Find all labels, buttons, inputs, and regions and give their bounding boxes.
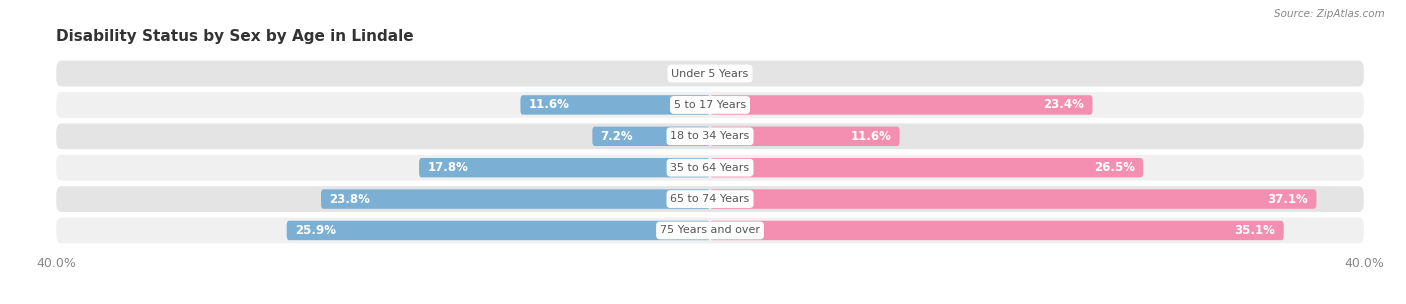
FancyBboxPatch shape	[56, 92, 1364, 118]
FancyBboxPatch shape	[710, 158, 1143, 178]
Text: 26.5%: 26.5%	[1094, 161, 1135, 174]
FancyBboxPatch shape	[419, 158, 710, 178]
Text: 23.4%: 23.4%	[1043, 98, 1084, 112]
FancyBboxPatch shape	[592, 126, 710, 146]
Text: 0.0%: 0.0%	[717, 67, 747, 80]
FancyBboxPatch shape	[56, 123, 1364, 149]
Text: 11.6%: 11.6%	[851, 130, 891, 143]
Text: 35 to 64 Years: 35 to 64 Years	[671, 163, 749, 173]
FancyBboxPatch shape	[321, 189, 710, 209]
Text: Under 5 Years: Under 5 Years	[672, 68, 748, 78]
FancyBboxPatch shape	[56, 218, 1364, 243]
Text: 17.8%: 17.8%	[427, 161, 468, 174]
Text: Disability Status by Sex by Age in Lindale: Disability Status by Sex by Age in Linda…	[56, 29, 413, 44]
Text: 23.8%: 23.8%	[329, 192, 370, 206]
Text: 7.2%: 7.2%	[600, 130, 633, 143]
FancyBboxPatch shape	[287, 221, 710, 240]
FancyBboxPatch shape	[520, 95, 710, 115]
Text: 65 to 74 Years: 65 to 74 Years	[671, 194, 749, 204]
FancyBboxPatch shape	[710, 126, 900, 146]
FancyBboxPatch shape	[56, 61, 1364, 86]
Legend: Male, Female: Male, Female	[640, 302, 780, 304]
Text: 5 to 17 Years: 5 to 17 Years	[673, 100, 747, 110]
FancyBboxPatch shape	[710, 221, 1284, 240]
Text: 25.9%: 25.9%	[295, 224, 336, 237]
FancyBboxPatch shape	[56, 155, 1364, 181]
FancyBboxPatch shape	[710, 189, 1316, 209]
FancyBboxPatch shape	[56, 186, 1364, 212]
Text: 75 Years and over: 75 Years and over	[659, 226, 761, 236]
Text: 35.1%: 35.1%	[1234, 224, 1275, 237]
Text: Source: ZipAtlas.com: Source: ZipAtlas.com	[1274, 9, 1385, 19]
Text: 0.0%: 0.0%	[673, 67, 703, 80]
Text: 18 to 34 Years: 18 to 34 Years	[671, 131, 749, 141]
Text: 11.6%: 11.6%	[529, 98, 569, 112]
Text: 37.1%: 37.1%	[1267, 192, 1308, 206]
FancyBboxPatch shape	[710, 95, 1092, 115]
